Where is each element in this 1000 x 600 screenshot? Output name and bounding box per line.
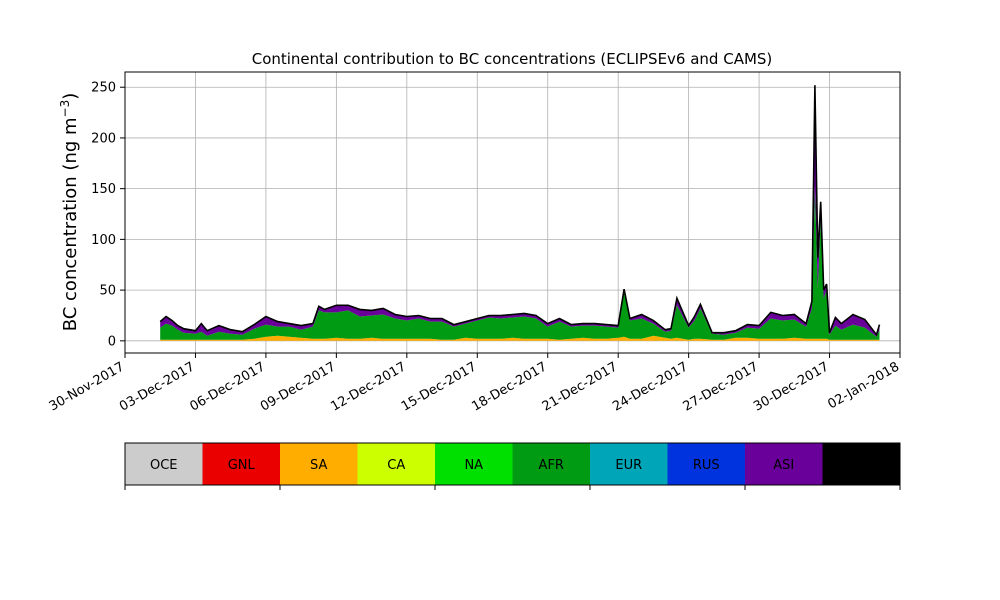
colorbar-swatch-asi [745, 443, 823, 485]
y-axis-label: BC concentration (ng m−3) [58, 93, 81, 332]
colorbar-swatch-sa [280, 443, 358, 485]
area-afr [160, 186, 880, 340]
y-tick-label: 200 [91, 131, 116, 146]
stacked-areas [159, 85, 881, 341]
y-tick-label: 150 [91, 182, 116, 197]
colorbar-label-eur: EUR [615, 458, 642, 473]
colorbar-label-afr: AFR [539, 458, 564, 473]
plot-frame [124, 71, 901, 354]
area-sa [160, 335, 880, 341]
colorbar-swatch-eur [590, 443, 668, 485]
y-tick-label: 50 [99, 284, 116, 299]
colorbar-swatch-gnl [202, 443, 281, 485]
colorbar-swatch-afr [512, 443, 591, 485]
y-tick-label: 250 [91, 81, 116, 96]
y-tick-label: 100 [91, 233, 116, 248]
colorbar-label-rus: RUS [693, 458, 720, 473]
colorbar-label-sa: SA [310, 458, 327, 473]
colorbar-label-na: NA [464, 458, 483, 473]
colorbar-label-oce: OCE [150, 458, 178, 473]
colorbar-label-aus: AUS [848, 458, 875, 473]
colorbar-swatch-na [435, 443, 513, 485]
total-line [159, 85, 881, 337]
colorbar: OCE GNL SA CA NA AFR EUR RUS ASI AUS [124, 442, 901, 490]
chart-title: Continental contribution to BC concentra… [252, 50, 773, 68]
colorbar-swatch-aus [822, 443, 901, 485]
colorbar-swatch-oce [125, 443, 203, 485]
colorbar-label-ca: CA [387, 458, 405, 473]
colorbar-swatch-rus [667, 443, 746, 485]
colorbar-label-asi: ASI [773, 458, 794, 473]
colorbar-swatch-ca [357, 443, 436, 485]
colorbar-label-gnl: GNL [228, 458, 256, 473]
y-tick-label: 0 [108, 334, 116, 349]
colorbar-frame [124, 442, 901, 486]
